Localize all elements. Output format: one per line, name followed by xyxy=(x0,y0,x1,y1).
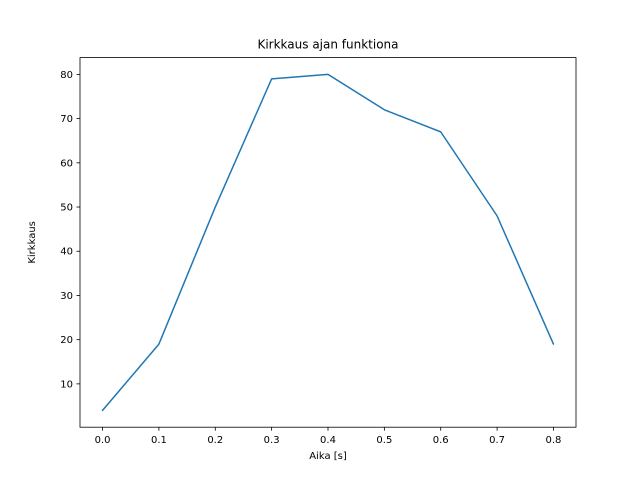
y-tick-label: 80 xyxy=(60,70,73,81)
y-tick-label: 10 xyxy=(60,379,73,390)
y-tick-label: 60 xyxy=(60,158,73,169)
x-tick-label: 0.2 xyxy=(207,435,223,446)
x-axis-label: Aika [s] xyxy=(309,451,347,462)
x-tick-label: 0.7 xyxy=(489,435,505,446)
x-tick-label: 0.5 xyxy=(376,435,392,446)
x-tick-label: 0.4 xyxy=(320,435,336,446)
y-tick-label: 20 xyxy=(60,335,73,346)
x-tick-label: 0.0 xyxy=(95,435,111,446)
y-tick-label: 30 xyxy=(60,291,73,302)
plot-area xyxy=(79,57,577,428)
chart-title: Kirkkaus ajan funktiona xyxy=(257,38,398,52)
x-tick-label: 0.3 xyxy=(264,435,280,446)
y-tick-label: 70 xyxy=(60,114,73,125)
y-tick-label: 50 xyxy=(60,203,73,214)
data-series-line xyxy=(101,73,555,412)
x-tick-label: 0.6 xyxy=(433,435,449,446)
x-tick-label: 0.8 xyxy=(546,435,562,446)
x-tick-label: 0.1 xyxy=(151,435,167,446)
y-tick-label: 40 xyxy=(60,247,73,258)
y-axis-label: Kirkkaus xyxy=(27,221,38,264)
